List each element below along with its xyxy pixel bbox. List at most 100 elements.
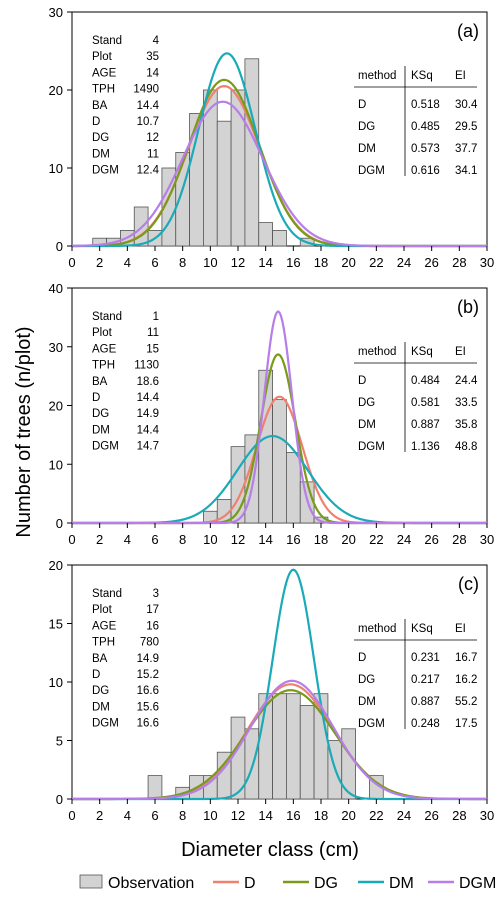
histogram-bar	[216, 120, 232, 247]
y-tick-label: 20	[49, 83, 63, 98]
fit-table-header: method	[358, 70, 396, 82]
y-tick-label: 0	[56, 516, 63, 531]
fit-table-header: EI	[455, 623, 466, 635]
stat-value: 16.6	[137, 685, 159, 697]
x-tick-label: 24	[397, 808, 411, 823]
fit-table-cell: DM	[358, 419, 376, 431]
chart-panel-a: 0 2 4 6 8 10 12 14 16 18 20 22 24 26 28 300102030(a)Sta…	[49, 5, 495, 270]
x-axis-label: Diameter class (cm)	[181, 839, 359, 861]
fit-table-cell: 24.4	[455, 375, 478, 387]
stat-label: DG	[92, 685, 109, 697]
stat-label: AGE	[92, 620, 117, 632]
stat-value: 14.4	[137, 392, 160, 404]
legend-label: D	[244, 875, 256, 892]
fit-table-cell: DG	[358, 397, 375, 409]
fit-table-cell: D	[358, 99, 366, 111]
stat-label: DGM	[92, 165, 119, 177]
stat-label: DM	[92, 701, 110, 713]
stat-value: 11	[147, 148, 159, 160]
x-tick-label: 6	[151, 532, 158, 547]
stat-label: DG	[92, 408, 109, 420]
legend-label: Observation	[108, 875, 194, 892]
y-tick-label: 0	[56, 239, 63, 254]
fit-table-cell: 16.7	[455, 652, 477, 664]
fit-table-cell: DG	[358, 674, 375, 686]
y-tick-label: 0	[56, 792, 63, 807]
fit-table-cell: D	[358, 652, 366, 664]
legend-label: DG	[314, 875, 338, 892]
y-axis-label: Number of trees (n/plot)	[13, 326, 35, 537]
legend-item-dm: DM	[358, 875, 414, 892]
x-tick-label: 8	[179, 532, 186, 547]
legend-item-dgm: DGM	[428, 875, 496, 892]
stat-value: 16	[146, 620, 159, 632]
fit-table-cell: 1.136	[411, 441, 440, 453]
histogram-bar	[272, 399, 287, 524]
x-tick-label: 2	[96, 532, 103, 547]
x-tick-label: 20	[341, 532, 355, 547]
x-tick-label: 22	[369, 532, 383, 547]
x-tick-label: 4	[124, 255, 131, 270]
chart-panel-b: 0 2 4 6 8 10 12 14 16 18 20 22 24 26 28 30010203040(b)S…	[49, 281, 495, 547]
stat-value: 780	[140, 637, 159, 649]
y-tick-label: 20	[49, 399, 63, 414]
fit-curve-dgm	[72, 679, 487, 801]
histogram-bar	[299, 705, 315, 800]
x-tick-label: 0	[68, 808, 75, 823]
x-tick-label: 20	[341, 255, 355, 270]
stat-label: TPH	[92, 360, 115, 372]
x-tick-label: 22	[369, 808, 383, 823]
fit-table-cell: 0.217	[411, 674, 440, 686]
stat-label: DM	[92, 148, 110, 160]
stat-label: TPH	[92, 637, 115, 649]
y-tick-label: 20	[49, 558, 63, 573]
stat-label: Stand	[92, 35, 122, 47]
x-tick-label: 24	[397, 532, 411, 547]
histogram-bar	[286, 693, 301, 800]
x-tick-label: 4	[124, 532, 131, 547]
y-tick-label: 40	[49, 281, 63, 296]
fit-table-cell: 0.616	[411, 165, 440, 177]
x-tick-label: 28	[452, 808, 466, 823]
x-tick-label: 14	[258, 255, 272, 270]
panel-label: (b)	[457, 297, 479, 317]
stat-label: DGM	[92, 718, 119, 730]
stat-label: BA	[92, 376, 108, 388]
x-tick-label: 10	[203, 255, 217, 270]
stat-label: TPH	[92, 84, 115, 96]
x-tick-label: 18	[314, 532, 328, 547]
histogram-bar	[286, 452, 301, 524]
stat-label: D	[92, 392, 100, 404]
stat-value: 1490	[133, 84, 159, 96]
stat-value: 18.6	[137, 376, 159, 388]
x-tick-label: 6	[151, 255, 158, 270]
fit-table-cell: 0.887	[411, 696, 440, 708]
fit-table-cell: D	[358, 375, 366, 387]
stat-value: 14.9	[137, 408, 159, 420]
stat-label: Stand	[92, 588, 122, 600]
histogram-bar	[244, 728, 260, 800]
fit-table-cell: DM	[358, 143, 376, 155]
stat-value: 35	[146, 51, 159, 63]
stat-label: DGM	[92, 441, 119, 453]
fit-table-cell: DG	[358, 121, 375, 133]
panel-label: (a)	[457, 21, 479, 41]
x-tick-label: 28	[452, 532, 466, 547]
histogram-bar	[272, 229, 287, 247]
stat-value: 14.7	[137, 441, 159, 453]
legend-label: DGM	[459, 875, 496, 892]
fit-table-cell: 17.5	[455, 718, 477, 730]
legend-item-dg: DG	[283, 875, 338, 892]
x-tick-label: 26	[424, 255, 438, 270]
legend-item-d: D	[213, 875, 256, 892]
stat-value: 10.7	[137, 116, 159, 128]
histogram-bar	[244, 58, 260, 247]
stat-label: D	[92, 669, 100, 681]
stat-label: BA	[92, 100, 108, 112]
x-tick-label: 30	[480, 255, 494, 270]
legend-item-observation: Observation	[79, 874, 194, 892]
y-tick-label: 10	[49, 161, 63, 176]
x-tick-label: 24	[397, 255, 411, 270]
stat-label: Plot	[92, 51, 113, 63]
